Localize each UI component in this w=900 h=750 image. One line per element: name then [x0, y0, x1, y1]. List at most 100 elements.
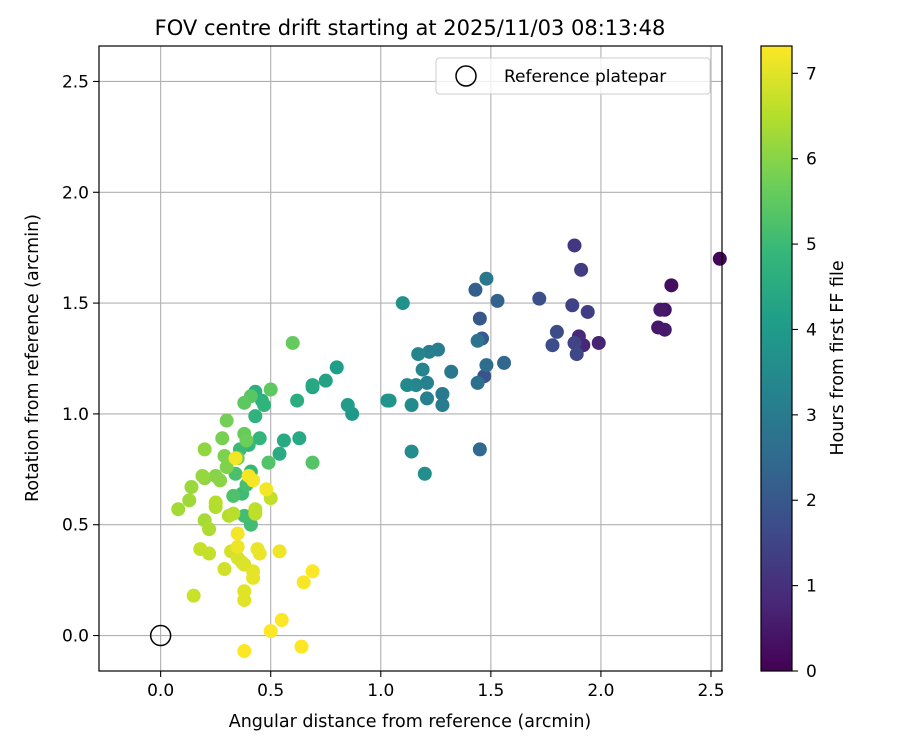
- colorbar-tick-label: 1: [806, 577, 817, 597]
- data-point: [411, 347, 426, 362]
- data-point: [248, 502, 263, 517]
- data-point: [657, 322, 672, 337]
- data-point: [305, 378, 320, 393]
- data-point: [420, 375, 435, 390]
- data-point: [202, 546, 217, 561]
- data-point: [422, 344, 437, 359]
- colorbar-tick-label: 0: [806, 662, 817, 682]
- data-point: [490, 293, 505, 308]
- x-tick-label: 2.5: [697, 681, 724, 701]
- data-point: [263, 624, 278, 639]
- data-point: [468, 282, 483, 297]
- data-point: [241, 468, 256, 483]
- data-point: [435, 386, 450, 401]
- colorbar-ticks: 0 1 2 3 4 5 6 7: [792, 64, 817, 682]
- colorbar-label: Hours from first FF file: [828, 260, 848, 455]
- data-point: [219, 460, 234, 475]
- x-tick-label: 1.0: [367, 681, 394, 701]
- data-point: [219, 413, 234, 428]
- data-point: [567, 335, 582, 350]
- data-point: [567, 238, 582, 253]
- legend-label: Reference platepar: [504, 67, 666, 87]
- data-point: [591, 335, 606, 350]
- data-point: [470, 375, 485, 390]
- x-axis-ticks: 0.0 0.5 1.0 1.5 2.0 2.5: [147, 671, 725, 701]
- data-point: [228, 451, 243, 466]
- chart-title: FOV centre drift starting at 2025/11/03 …: [155, 16, 666, 40]
- data-point: [239, 433, 254, 448]
- x-tick-label: 0.0: [147, 681, 174, 701]
- y-tick-label: 0.5: [62, 516, 89, 536]
- x-tick-label: 0.5: [257, 681, 284, 701]
- colorbar-tick-label: 5: [806, 235, 817, 255]
- y-tick-label: 1.5: [62, 294, 89, 314]
- data-point: [171, 502, 186, 517]
- data-point: [252, 431, 267, 446]
- data-point: [340, 398, 355, 413]
- data-point: [230, 526, 245, 541]
- data-point: [565, 298, 580, 313]
- data-point: [435, 398, 450, 413]
- reference-marker: [149, 624, 172, 647]
- data-point: [226, 488, 241, 503]
- data-point: [237, 644, 252, 659]
- data-point: [226, 506, 241, 521]
- colorbar-tick-label: 4: [806, 320, 817, 340]
- grid: [99, 46, 722, 671]
- data-point: [237, 395, 252, 410]
- y-axis-ticks: 0.0 0.5 1.0 1.5 2.0 2.5: [62, 72, 99, 647]
- data-point: [549, 324, 564, 339]
- y-tick-label: 0.0: [62, 627, 89, 647]
- colorbar-tick-label: 7: [806, 64, 817, 84]
- y-tick-label: 2.5: [62, 72, 89, 92]
- data-point: [444, 364, 459, 379]
- data-point: [290, 393, 305, 408]
- data-point: [479, 271, 494, 286]
- data-point: [182, 493, 197, 508]
- data-point: [202, 522, 217, 537]
- data-point: [215, 431, 230, 446]
- data-point: [395, 296, 410, 311]
- data-point: [263, 382, 278, 397]
- data-point: [653, 302, 668, 317]
- data-point: [217, 449, 232, 464]
- data-point: [497, 355, 512, 370]
- data-point: [217, 562, 232, 577]
- data-point: [415, 362, 430, 377]
- data-point: [569, 347, 584, 362]
- data-point: [257, 398, 272, 413]
- data-point: [404, 444, 419, 459]
- y-tick-label: 1.0: [62, 405, 89, 425]
- data-point: [184, 480, 199, 495]
- data-point: [208, 495, 223, 510]
- data-point: [479, 358, 494, 373]
- data-point: [292, 431, 307, 446]
- data-point: [318, 373, 333, 388]
- x-tick-label: 2.0: [587, 681, 614, 701]
- data-point: [197, 442, 212, 457]
- data-point: [213, 473, 228, 488]
- data-point: [404, 398, 419, 413]
- colorbar: [760, 45, 793, 672]
- y-tick-label: 2.0: [62, 183, 89, 203]
- legend-box: [435, 57, 711, 95]
- data-point: [580, 304, 595, 319]
- data-point: [272, 446, 287, 461]
- data-point: [545, 338, 560, 353]
- reference-point: [149, 624, 172, 647]
- plot-frame: [98, 45, 723, 672]
- data-point: [420, 391, 435, 406]
- data-point: [329, 360, 344, 375]
- data-point: [250, 542, 265, 557]
- data-point: [574, 262, 589, 277]
- data-point: [195, 468, 210, 483]
- data-point: [400, 378, 415, 393]
- data-point: [712, 251, 727, 266]
- data-point: [261, 455, 276, 470]
- legend-marker: [455, 65, 477, 87]
- data-point: [305, 564, 320, 579]
- data-point: [296, 575, 311, 590]
- colorbar-tick-label: 6: [806, 150, 817, 170]
- data-point: [382, 393, 397, 408]
- data-point: [305, 455, 320, 470]
